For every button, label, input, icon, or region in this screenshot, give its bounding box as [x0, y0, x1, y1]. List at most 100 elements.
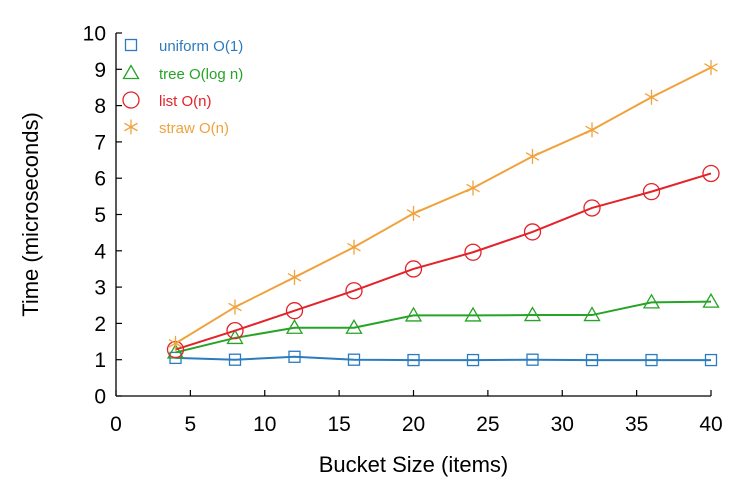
star-ray: [234, 306, 242, 312]
x-tick-label: 10: [253, 413, 276, 436]
legend-marker: [122, 91, 140, 109]
data-point-marker: [404, 306, 423, 322]
star-ray: [710, 63, 718, 69]
x-tick-label: 15: [327, 413, 350, 436]
y-tick-label: 5: [94, 204, 106, 227]
y-axis-title: Time (microseconds): [18, 112, 43, 317]
series-2: [166, 164, 720, 359]
data-point-marker: [288, 350, 301, 363]
star-ray: [353, 246, 361, 252]
data-point-marker: [464, 306, 482, 322]
star-ray: [228, 306, 236, 312]
data-point-marker: [523, 223, 542, 241]
star-ray: [294, 272, 302, 278]
series-line: [174, 66, 712, 345]
data-point-marker: [642, 182, 661, 201]
data-point-marker: [345, 318, 363, 334]
data-point-marker: [285, 318, 304, 334]
data-point-marker: [526, 353, 539, 366]
legend-marker: [124, 119, 138, 135]
data-point-marker: [347, 353, 361, 366]
data-point-marker: [226, 329, 244, 345]
data-point-marker: [228, 353, 242, 366]
y-tick-label: 6: [94, 168, 106, 191]
star-ray: [644, 96, 652, 102]
star-ray: [347, 242, 355, 248]
legend-label: uniform O(1): [159, 38, 243, 55]
y-tick-label: 9: [94, 59, 106, 82]
y-tick-label: 7: [94, 131, 106, 154]
star-ray: [413, 209, 421, 214]
legend-item-3: straw O(n): [124, 119, 229, 137]
y-tick-label: 0: [94, 386, 106, 409]
star-ray: [175, 339, 183, 344]
star-ray: [287, 272, 295, 278]
series-0: [169, 350, 718, 367]
star-ray: [466, 187, 474, 193]
data-point-marker: [642, 293, 661, 309]
y-tick-label: 3: [94, 277, 106, 300]
data-point-marker: [702, 164, 720, 183]
data-point-marker: [464, 243, 482, 261]
data-point-marker: [583, 306, 601, 322]
data-point-marker: [704, 353, 718, 367]
data-point-marker: [407, 353, 420, 367]
star-ray: [124, 122, 132, 128]
data-point-marker: [466, 180, 480, 196]
star-ray: [532, 155, 540, 161]
star-ray: [168, 342, 176, 348]
star-ray: [651, 92, 659, 98]
x-tick-label: 5: [185, 413, 197, 436]
star-ray: [124, 126, 132, 132]
x-tick-label: 35: [625, 413, 648, 436]
star-ray: [525, 152, 533, 157]
legend-label: list O(n): [159, 93, 212, 110]
legend-label: tree O(log n): [159, 66, 243, 83]
series-line: [175, 300, 712, 354]
x-tick-label: 20: [402, 413, 425, 436]
data-point-marker: [525, 148, 540, 164]
star-ray: [651, 96, 659, 102]
data-point-marker: [644, 89, 659, 105]
star-ray: [704, 63, 712, 69]
star-ray: [130, 122, 138, 128]
data-point-marker: [287, 269, 302, 285]
data-point-marker: [345, 282, 363, 300]
x-tick-label: 40: [699, 413, 722, 436]
star-ray: [130, 126, 138, 132]
star-ray: [466, 183, 474, 189]
y-tick-label: 2: [94, 313, 106, 336]
star-ray: [532, 152, 540, 157]
star-ray: [525, 155, 533, 161]
data-point-marker: [704, 59, 718, 75]
y-tick-label: 10: [83, 23, 106, 46]
y-axis-ticks: 0 1 2 3 4 5 6 7 8 9 10: [83, 23, 122, 409]
series-layer: [166, 59, 720, 367]
data-point-marker: [347, 239, 361, 255]
series-1: [166, 292, 720, 359]
star-ray: [585, 125, 593, 131]
legend-item-0: uniform O(1): [124, 38, 243, 55]
star-ray: [591, 129, 599, 135]
star-ray: [353, 242, 361, 248]
data-point-marker: [226, 322, 244, 340]
star-ray: [347, 246, 355, 252]
star-ray: [585, 129, 593, 135]
data-point-marker: [466, 353, 480, 367]
star-ray: [234, 302, 242, 308]
star-ray: [175, 342, 183, 348]
data-point-marker: [168, 335, 183, 351]
data-point-marker: [124, 119, 138, 135]
data-point-marker: [228, 299, 242, 315]
legend-marker: [124, 38, 138, 52]
data-point-marker: [124, 38, 138, 52]
star-ray: [472, 183, 480, 189]
star-ray: [591, 125, 599, 131]
data-point-marker: [122, 64, 140, 80]
star-ray: [413, 212, 421, 218]
star-ray: [168, 339, 176, 344]
legend-marker: [122, 64, 140, 80]
legend-item-2: list O(n): [122, 91, 212, 110]
data-point-marker: [404, 260, 423, 278]
